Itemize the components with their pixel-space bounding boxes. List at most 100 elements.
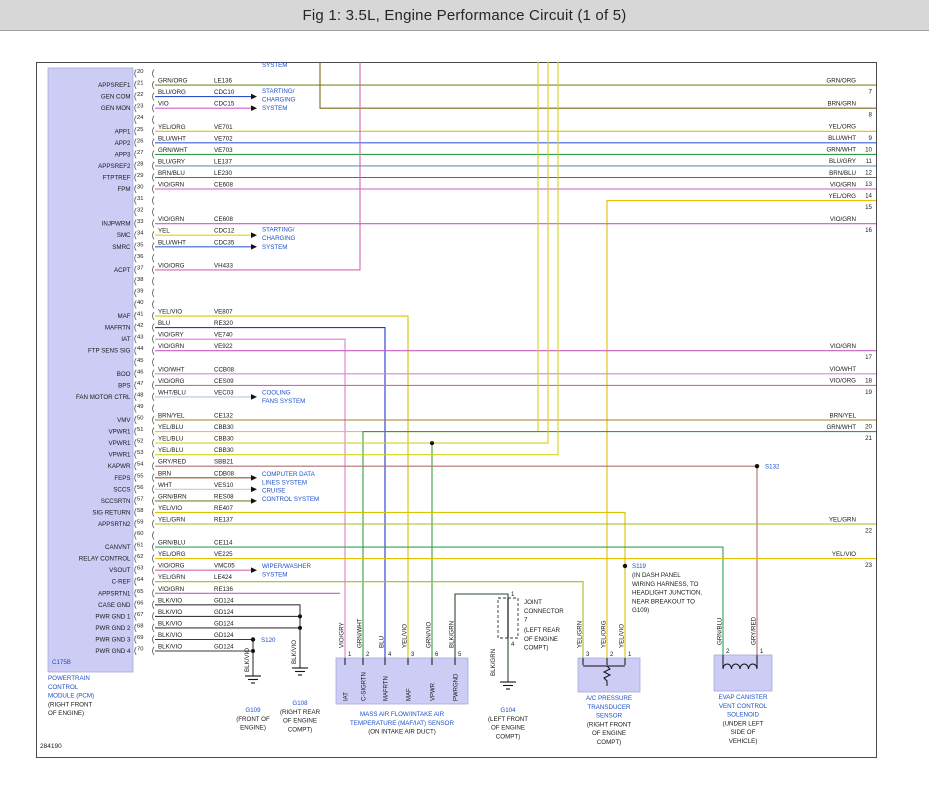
pcm-pin-number: 21 [137,81,143,87]
system-ref-label: LINES SYSTEM [262,479,307,486]
connector-bracket [134,485,137,494]
connector-bracket [152,265,155,275]
component-name: VENT CONTROL [719,703,768,710]
circuit-code-label: VE703 [214,147,233,154]
pcm-location: (RIGHT FRONT [48,701,92,708]
wire-color-label: VIO/GRN [158,182,184,189]
connector-bracket [152,404,155,413]
system-ref-label: CRUISE [262,488,285,495]
component-location: COMPT) [597,739,621,746]
wire-color-label: YEL/VIO [158,309,182,316]
circuit-code-label: CDC35 [214,239,235,246]
connector-bracket [134,115,137,124]
pcm-signal-label: INJPWRM [102,221,131,228]
connector-bracket [134,519,137,529]
pcm-pin-number: 38 [137,277,143,283]
wire-color-label: YEL/GRN [158,574,185,581]
connector-bracket [134,565,137,575]
component-pin-number: 3 [586,652,590,658]
edge-pin-number: 10 [865,146,872,153]
ground-label: G108 [292,700,308,707]
connector-bracket [152,323,155,332]
wire-color-label: YEL/ORG [158,551,186,558]
connector-bracket [152,288,155,298]
edge-wire-label: GRN/ORG [826,77,856,84]
connector-bracket [152,300,155,309]
circuit-code-label: VES10 [214,482,234,489]
splice-label: S119 [632,563,647,570]
splice-dot [754,464,760,469]
joint-connector-name: JOINT [524,599,542,606]
wire-line [155,327,386,658]
transducer-symbol [602,665,612,686]
splice-label: S132 [765,464,780,471]
circuit-code-label: CDC10 [214,89,235,96]
connector-bracket [152,635,155,644]
joint-connector-pin: 1 [511,592,515,598]
circuit-code-label: CBB30 [214,424,234,431]
connector-bracket [134,415,137,425]
system-arrow [251,486,257,493]
pcm-signal-label: APPSREF2 [98,163,131,170]
connector-bracket [134,450,137,459]
connector-bracket [152,392,155,402]
wire-line [155,338,346,658]
pcm-pin-number: 65 [137,589,143,595]
wire-color-label: YEL/BLU [158,436,183,443]
pcm-signal-label: FAN MOTOR CTRL [76,394,131,401]
vertical-wire-label: GRY/RED [751,616,758,645]
edge-pin-number: 13 [865,181,872,188]
vertical-wire-label: YEL/GRN [577,621,584,648]
connector-bracket [134,127,137,136]
connector-bracket [152,600,155,610]
pcm-signal-label: APPSREF1 [98,82,131,89]
junction-dot [298,614,302,619]
component-name: SENSOR [596,713,623,720]
vertical-wire-label: BLK/GRN [449,621,456,648]
pcm-pin-number: 23 [137,104,143,110]
connector-bracket [134,103,137,113]
wire-line [155,315,409,658]
pcm-signal-label: MAF [117,313,130,320]
connector-bracket [152,358,155,367]
evap-canister-vent-solenoid-box [713,654,773,692]
component-name: MASS AIR FLOW/INTAKE AIR [360,711,445,718]
component-pin-number: 1 [760,649,764,655]
splice-note: NEAR BREAKOUT TO [632,598,695,605]
system-ref-label: CONTROL SYSTEM [262,496,319,503]
wire-line [155,546,724,655]
circuit-code-label: VE701 [214,124,233,131]
circuit-code-label: RES08 [214,493,234,500]
connector-bracket [134,392,137,402]
wire-color-label: BLU/WHT [158,135,186,142]
circuit-code-label: RE136 [214,586,233,593]
connector-bracket [152,450,155,459]
pcm-signal-label: CASE GND [98,602,131,609]
system-ref-label: CHARGING [262,235,296,242]
wire-line [155,581,584,658]
connector-bracket [152,508,155,517]
wire-color-label: GRN/ORG [158,78,188,85]
diagram-border [36,62,877,758]
splice-label: S120 [261,637,276,644]
connector-bracket [134,600,137,610]
connector-bracket [134,554,137,563]
connector-bracket [134,381,137,390]
connector-bracket [152,69,155,78]
ground-location: COMPT) [288,726,312,733]
circuit-code-label: CE132 [214,413,233,420]
pcm-signal-label: APP1 [115,128,131,135]
circuit-code-label: RE137 [214,516,233,523]
vertical-wire-label: GRN/WHT [357,618,364,648]
connector-bracket [134,473,137,482]
circuit-code-label: CDB08 [214,470,235,477]
connector-bracket [134,461,137,471]
edge-wire-label: VIO/GRN [830,181,856,188]
pcm-signal-label: ACPT [114,267,131,274]
wire-color-label: BLU [158,320,170,327]
connector-bracket [152,230,155,240]
connector-bracket [134,577,137,586]
splice-dot [250,637,256,642]
circuit-code-label: GD124 [214,597,234,604]
